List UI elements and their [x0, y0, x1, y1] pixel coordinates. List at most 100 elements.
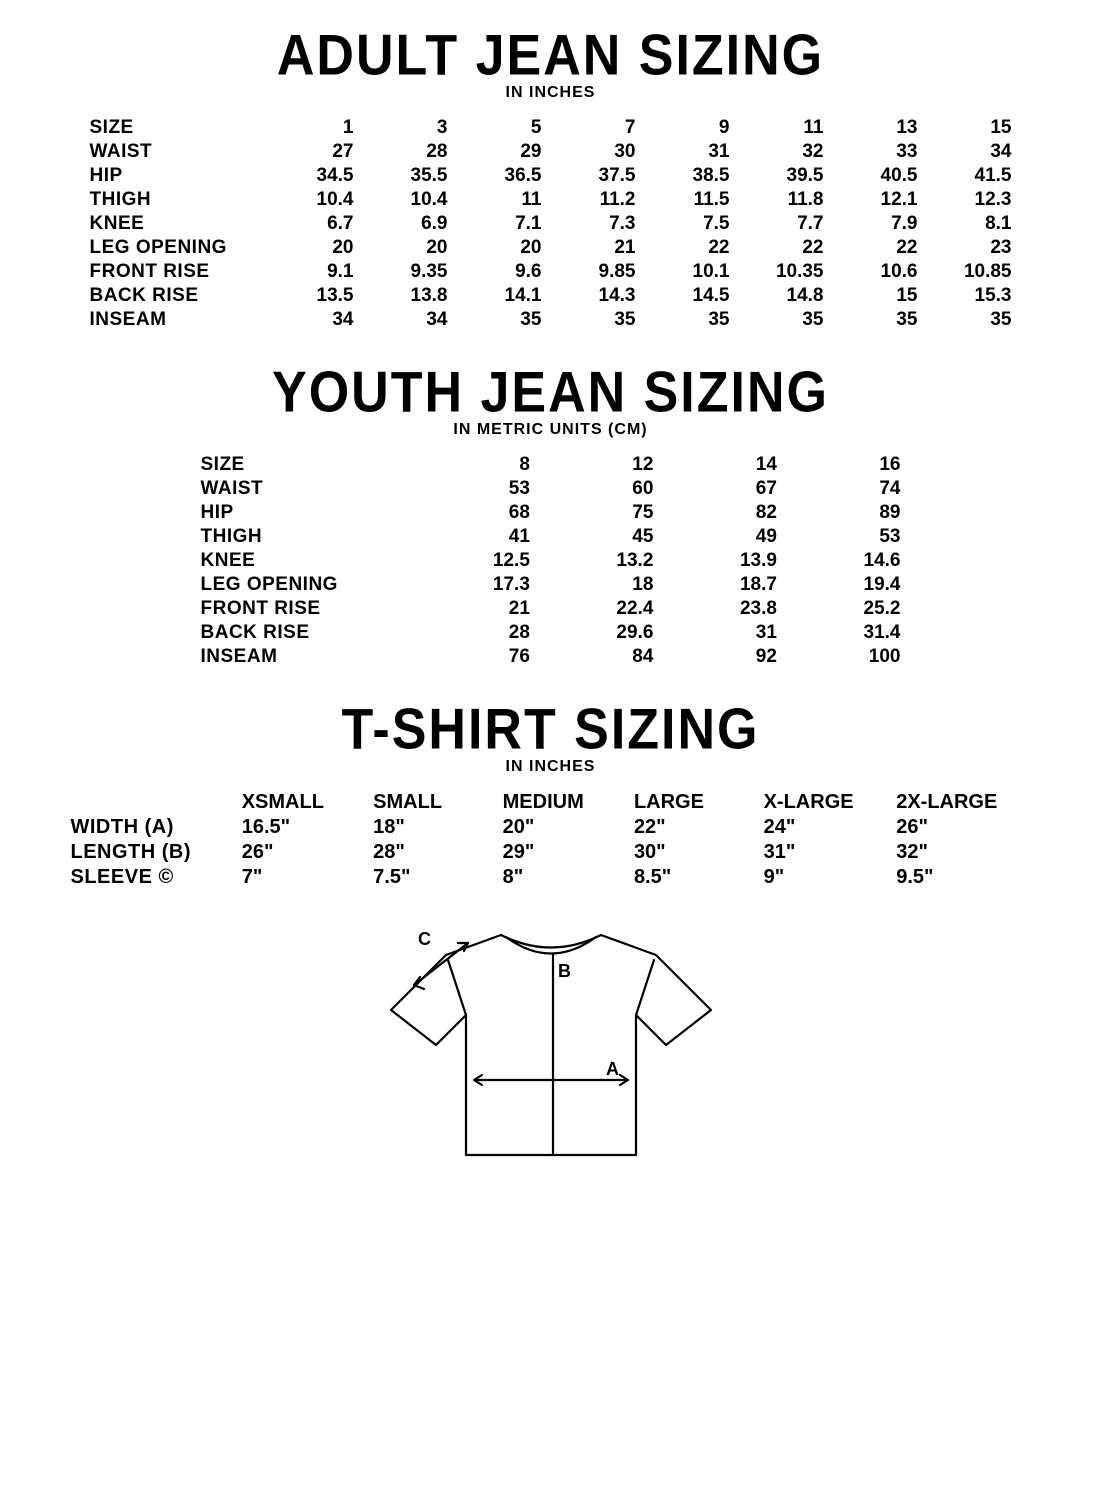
cell: 29 [448, 140, 542, 164]
cell: 74 [777, 477, 901, 501]
row-label: HIP [201, 501, 407, 525]
cell: 34 [354, 308, 448, 332]
cell: 18 [530, 573, 654, 597]
cell: 45 [530, 525, 654, 549]
cell: 49 [653, 525, 777, 549]
row-label: LEG OPENING [90, 236, 260, 260]
cell: 92 [653, 645, 777, 669]
cell: 11.5 [636, 188, 730, 212]
row-label: KNEE [201, 549, 407, 573]
table-row: KNEE6.76.97.17.37.57.77.98.1 [90, 212, 1012, 236]
cell: 100 [777, 645, 901, 669]
cell: 76 [406, 645, 530, 669]
cell: 53 [777, 525, 901, 549]
cell: 25.2 [777, 597, 901, 621]
cell: 5 [448, 116, 542, 140]
cell: 7.5 [636, 212, 730, 236]
row-label: HIP [90, 164, 260, 188]
tshirt-title: T-SHIRT SIZING [60, 701, 1041, 758]
cell: 12 [530, 453, 654, 477]
cell: 18" [373, 815, 502, 840]
cell: 9.1 [260, 260, 354, 284]
cell: 20" [503, 815, 634, 840]
cell: 9.5" [896, 865, 1030, 890]
cell: 16 [777, 453, 901, 477]
cell: 38.5 [636, 164, 730, 188]
cell: 34 [918, 140, 1012, 164]
cell: 34.5 [260, 164, 354, 188]
cell: 31 [636, 140, 730, 164]
youth-title: YOUTH JEAN SIZING [60, 364, 1041, 421]
cell: 14 [653, 453, 777, 477]
cell: 29.6 [530, 621, 654, 645]
cell: 31 [653, 621, 777, 645]
cell: 7.7 [730, 212, 824, 236]
table-row: INSEAM768492100 [201, 645, 901, 669]
cell: 7.9 [824, 212, 918, 236]
cell: 8" [503, 865, 634, 890]
cell: 6.9 [354, 212, 448, 236]
cell: 35 [448, 308, 542, 332]
column-header: 2X-LARGE [896, 790, 1030, 815]
cell: 7.3 [542, 212, 636, 236]
cell: 8.1 [918, 212, 1012, 236]
table-row: LEG OPENING2020202122222223 [90, 236, 1012, 260]
cell: 53 [406, 477, 530, 501]
table-row: THIGH41454953 [201, 525, 901, 549]
cell: 20 [260, 236, 354, 260]
row-label: SLEEVE © [71, 865, 242, 890]
cell: 36.5 [448, 164, 542, 188]
cell: 15 [918, 116, 1012, 140]
youth-table: SIZE8121416WAIST53606774HIP68758289THIGH… [201, 453, 901, 669]
table-row: FRONT RISE2122.423.825.2 [201, 597, 901, 621]
cell: 28" [373, 840, 502, 865]
cell: 10.1 [636, 260, 730, 284]
cell: 31.4 [777, 621, 901, 645]
cell: 7.5" [373, 865, 502, 890]
cell: 37.5 [542, 164, 636, 188]
cell: 22 [636, 236, 730, 260]
table-row: INSEAM3434353535353535 [90, 308, 1012, 332]
cell: 14.6 [777, 549, 901, 573]
cell: 27 [260, 140, 354, 164]
cell: 30 [542, 140, 636, 164]
cell: 12.1 [824, 188, 918, 212]
cell: 13.2 [530, 549, 654, 573]
cell: 15 [824, 284, 918, 308]
cell: 34 [260, 308, 354, 332]
row-label: INSEAM [90, 308, 260, 332]
cell: 6.7 [260, 212, 354, 236]
row-label: INSEAM [201, 645, 407, 669]
column-header: LARGE [634, 790, 764, 815]
tshirt-diagram: A B C [60, 915, 1041, 1180]
table-row: LEG OPENING17.31818.719.4 [201, 573, 901, 597]
cell: 35 [636, 308, 730, 332]
cell: 12.3 [918, 188, 1012, 212]
row-label: KNEE [90, 212, 260, 236]
table-row: SLEEVE ©7"7.5"8"8.5"9"9.5" [71, 865, 1031, 890]
row-label: SIZE [201, 453, 407, 477]
row-label: BACK RISE [90, 284, 260, 308]
cell: 41 [406, 525, 530, 549]
cell: 14.3 [542, 284, 636, 308]
row-label: WIDTH (A) [71, 815, 242, 840]
row-label: FRONT RISE [90, 260, 260, 284]
empty-header [71, 790, 242, 815]
cell: 28 [354, 140, 448, 164]
cell: 20 [354, 236, 448, 260]
cell: 12.5 [406, 549, 530, 573]
tshirt-svg-icon: A B C [336, 915, 766, 1175]
cell: 89 [777, 501, 901, 525]
table-row: HIP34.535.536.537.538.539.540.541.5 [90, 164, 1012, 188]
cell: 16.5" [242, 815, 373, 840]
cell: 9.6 [448, 260, 542, 284]
cell: 68 [406, 501, 530, 525]
diagram-label-c: C [418, 929, 431, 949]
tshirt-section: T-SHIRT SIZING IN INCHES XSMALLSMALLMEDI… [60, 704, 1041, 1180]
tshirt-table: XSMALLSMALLMEDIUMLARGEX-LARGE2X-LARGEWID… [71, 790, 1031, 890]
cell: 19.4 [777, 573, 901, 597]
cell: 22.4 [530, 597, 654, 621]
youth-jean-section: YOUTH JEAN SIZING IN METRIC UNITS (CM) S… [60, 367, 1041, 669]
column-header: SMALL [373, 790, 502, 815]
row-label: WAIST [90, 140, 260, 164]
